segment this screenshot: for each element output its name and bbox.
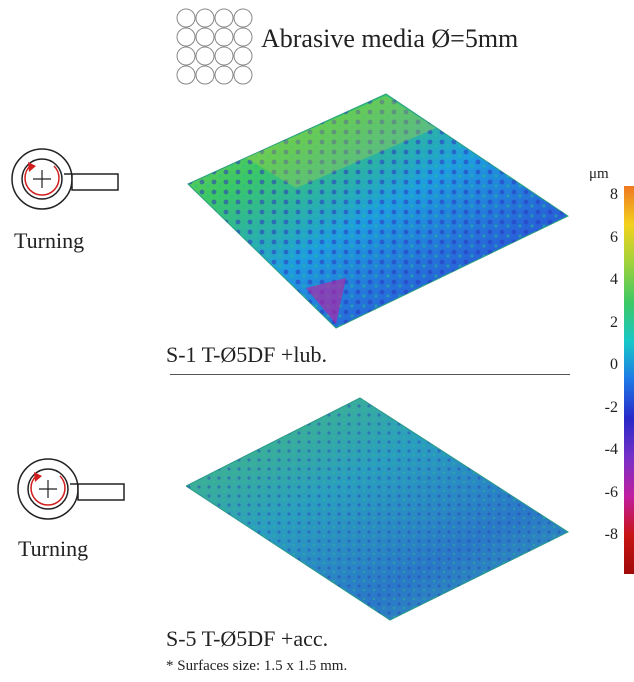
turning-icon (17, 458, 125, 520)
colorscale-tick: 2 (610, 313, 618, 331)
surface-plot-s1 (187, 93, 570, 329)
surface-plot-s5 (186, 397, 570, 621)
turning-icon (11, 148, 119, 210)
sample-label-s5: S-5 T-Ø5DF +acc. (166, 626, 329, 651)
colorscale-unit: μm (589, 166, 609, 182)
sample-label-s1: S-1 T-Ø5DF +lub. (166, 342, 327, 367)
media-label: Abrasive media Ø=5mm (261, 24, 519, 53)
colorscale-tick: -2 (604, 398, 618, 416)
divider (170, 374, 570, 375)
surface-size-note: * Surfaces size: 1.5 x 1.5 mm. (166, 658, 348, 674)
colorscale-tick: -4 (604, 441, 618, 458)
colorscale-tick: 4 (610, 271, 618, 288)
process-label-s5: Turning (18, 536, 89, 561)
abrasive-media-grid-icon (176, 8, 253, 85)
process-label-s1: Turning (14, 228, 85, 253)
colorscale-tick: 8 (610, 186, 618, 203)
colorscale-tick: -6 (604, 483, 618, 501)
colorscale-tick: -8 (604, 526, 618, 543)
colorscale-tick: 0 (610, 356, 618, 373)
colorscale-tick: 6 (610, 228, 618, 246)
colorscale-bar (624, 186, 634, 574)
